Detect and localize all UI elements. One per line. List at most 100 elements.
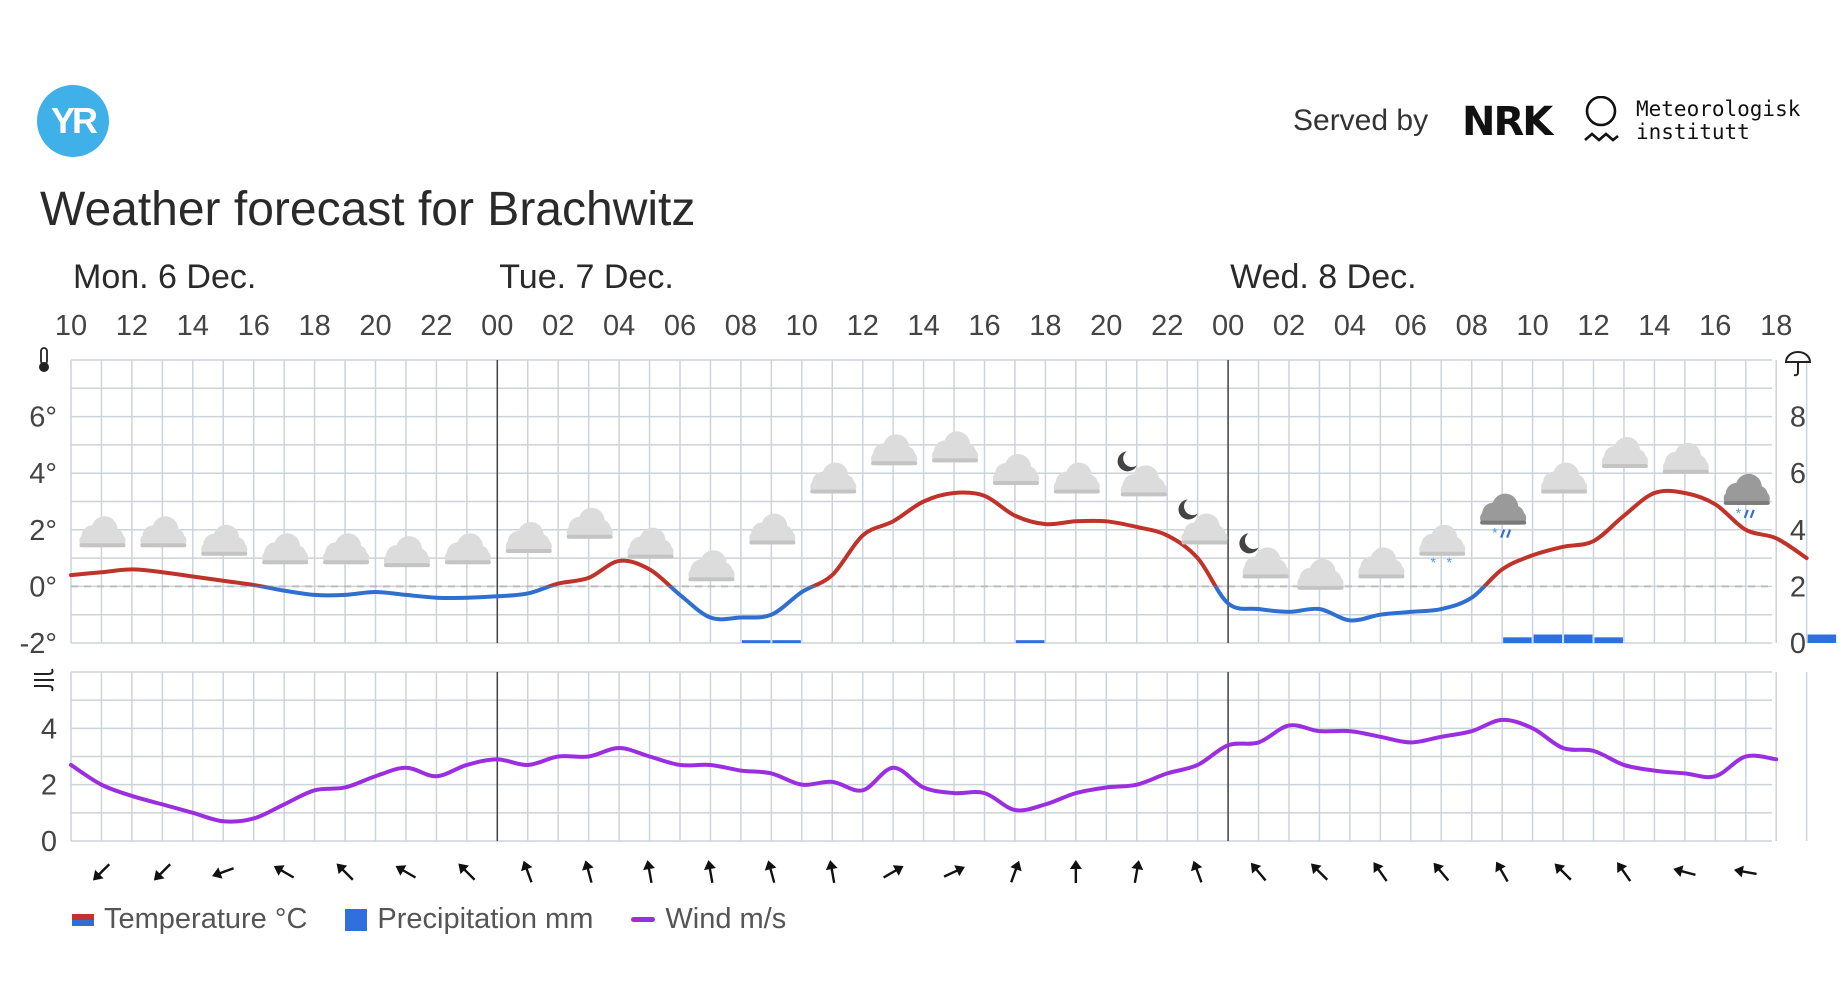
- wind-direction-arrow-icon: [458, 863, 476, 881]
- cloud-icon: [810, 462, 857, 494]
- nrk-logo: NRK: [1462, 99, 1553, 145]
- cloud-icon: [688, 550, 735, 582]
- page-title: Weather forecast for Brachwitz: [40, 183, 696, 236]
- legend: Temperature °C Precipitation mm Wind m/s: [72, 903, 786, 936]
- hour-label: 16: [968, 310, 1000, 342]
- hour-label: 10: [1516, 310, 1548, 342]
- precipitation-bar: [1564, 634, 1593, 643]
- wind-direction-arrow-icon: [943, 865, 965, 878]
- temp-tick-label: -2°: [20, 628, 57, 660]
- hour-label: 14: [177, 310, 209, 342]
- wind-direction-arrow-icon: [825, 860, 838, 884]
- cloud-icon: [1297, 558, 1344, 590]
- svg-text:*: *: [1431, 554, 1437, 570]
- hour-label: 06: [664, 310, 696, 342]
- hour-label: 00: [481, 310, 513, 342]
- precip-tick-label: 6: [1790, 458, 1806, 490]
- precipitation-bar: [1015, 640, 1045, 643]
- wind-direction-arrow-icon: [582, 860, 594, 883]
- legend-wind-swatch: [631, 917, 656, 922]
- temp-tick-label: 6°: [29, 402, 57, 434]
- hour-label: 12: [1577, 310, 1609, 342]
- yr-logo: YR: [37, 85, 109, 157]
- hour-label: 12: [847, 310, 879, 342]
- precipitation-bar: [772, 640, 801, 643]
- wind-direction-arrow-icon: [1131, 860, 1144, 884]
- hour-label: 22: [420, 310, 452, 342]
- wind-direction-arrow-icon: [764, 860, 777, 883]
- legend-temperature: Temperature °C: [72, 903, 307, 936]
- hour-label: 10: [55, 310, 87, 342]
- wind-direction-arrow-icon: [1310, 863, 1329, 881]
- cloud-icon: [566, 507, 613, 539]
- hour-label: 14: [1638, 310, 1670, 342]
- wind-direction-arrow-icon: [1673, 865, 1696, 878]
- wind-direction-arrow-icon: [395, 865, 417, 879]
- wind-direction-arrow-icon: [1495, 861, 1509, 883]
- cloud-icon: [1053, 462, 1100, 494]
- hour-label: 16: [1699, 310, 1731, 342]
- wind-direction-arrow-icon: [1373, 862, 1388, 882]
- legend-temperature-label: Temperature °C: [104, 903, 308, 935]
- day-label: Tue. 7 Dec.: [499, 258, 673, 296]
- cloud-icon: [79, 516, 126, 548]
- hour-label: 08: [1456, 310, 1488, 342]
- met-institutt-logo-icon: [1584, 96, 1619, 142]
- wind-direction-arrow-icon: [883, 865, 904, 879]
- precipitation-bar: [1503, 637, 1532, 643]
- cloud-icon: [262, 533, 309, 565]
- day-label: Wed. 8 Dec.: [1230, 258, 1416, 296]
- wind-direction-arrow-icon: [1069, 860, 1082, 883]
- precip-tick-label: 8: [1790, 402, 1806, 434]
- svg-text:*: *: [1736, 505, 1742, 521]
- hour-label: 12: [116, 310, 148, 342]
- cloud-icon: [992, 454, 1039, 486]
- cloud-icon: [444, 533, 491, 565]
- met-institutt-logo-text: Meteorologisk institutt: [1636, 98, 1800, 144]
- umbrella-icon: [1784, 351, 1812, 377]
- legend-wind-label: Wind m/s: [665, 903, 787, 935]
- cloud-icon: [323, 533, 370, 565]
- wind-direction-arrow-icon: [643, 860, 655, 884]
- cloud-icon: [201, 524, 248, 556]
- hour-label: 04: [1334, 310, 1366, 342]
- hour-label: 10: [786, 310, 818, 342]
- wind-direction-arrow-icon: [521, 860, 533, 883]
- cloud-snow-icon: * *: [1419, 524, 1466, 570]
- precip-tick-label: 4: [1790, 515, 1806, 547]
- wind-axis-icon: [34, 668, 54, 692]
- wind-direction-arrow-icon: [1010, 860, 1022, 883]
- wind-direction-arrow-icon: [1554, 863, 1572, 881]
- wind-tick-label: 4: [41, 713, 57, 745]
- hour-label: 08: [725, 310, 757, 342]
- hour-label: 18: [1029, 310, 1061, 342]
- wind-direction-arrow-icon: [1433, 862, 1450, 882]
- wind-direction-arrow-icon: [1617, 862, 1632, 882]
- cloud-icon: [140, 516, 187, 548]
- cloud-icon: [1358, 547, 1405, 579]
- temp-tick-label: 0°: [29, 571, 57, 603]
- hour-label: 22: [1151, 310, 1183, 342]
- cloud-icon: [383, 536, 430, 568]
- cloud-icon: [1541, 462, 1588, 494]
- hour-label: 00: [1212, 310, 1244, 342]
- hour-label: 06: [1395, 310, 1427, 342]
- cloud-icon: [1662, 442, 1709, 474]
- cloud-icon: [749, 513, 796, 545]
- precipitation-bar: [741, 640, 771, 643]
- cloud-night-icon: [1239, 533, 1289, 579]
- hour-label: 04: [603, 310, 635, 342]
- legend-temperature-swatch: [72, 913, 94, 926]
- precip-tick-label: 0: [1790, 628, 1806, 660]
- thermometer-icon: [39, 347, 49, 372]
- cloud-icon: [627, 527, 674, 559]
- wind-direction-arrow-icon: [273, 865, 295, 879]
- legend-precipitation-label: Precipitation mm: [377, 903, 594, 935]
- hour-label: 18: [298, 310, 330, 342]
- cloud-night-icon: [1178, 499, 1228, 545]
- legend-precipitation-swatch: [345, 908, 368, 931]
- hour-label: 16: [238, 310, 270, 342]
- hour-label: 20: [1090, 310, 1122, 342]
- cloud-icon: [871, 434, 918, 466]
- cloud-sleet-dark-icon: *: [1723, 473, 1770, 521]
